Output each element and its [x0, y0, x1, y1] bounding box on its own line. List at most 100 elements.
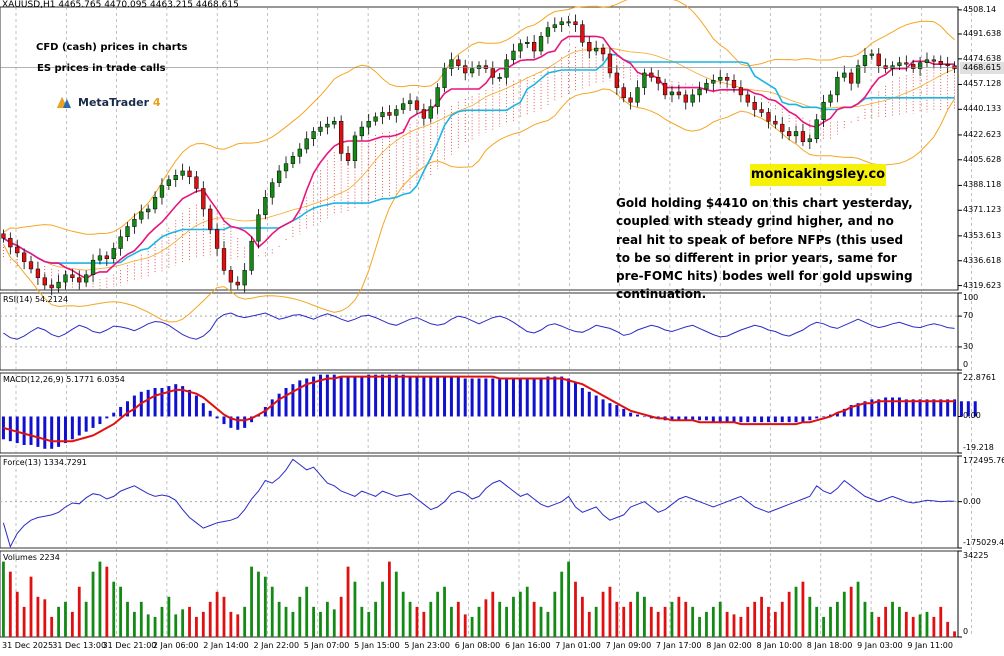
candle-body: [752, 101, 757, 110]
volume-bar: [222, 596, 226, 637]
macd-bar: [794, 416, 798, 423]
candle-body: [724, 77, 730, 81]
chart-header: XAUUSD,H1 4465.765 4470.095 4463.215 446…: [2, 0, 239, 10]
volume-bar: [443, 586, 446, 637]
macd-bar: [704, 416, 708, 421]
candle-body: [242, 270, 247, 286]
price-tick-label: 4336.618: [963, 255, 1002, 265]
macd-bar: [946, 399, 950, 417]
candle-body: [738, 87, 744, 96]
candle-body: [759, 109, 764, 113]
volume-bar: [698, 616, 701, 637]
candle-body: [697, 88, 702, 96]
candle-body: [766, 112, 771, 122]
candle-body: [731, 80, 737, 88]
volume-bar: [188, 606, 191, 637]
time-label: 8 Jan 10:00: [756, 641, 803, 650]
macd-bar: [608, 403, 612, 417]
candle-body: [63, 274, 68, 283]
candle-body: [325, 123, 330, 128]
volume-bar: [257, 571, 260, 637]
volume-bar: [408, 601, 412, 637]
ohlc-close: 4468.615: [195, 0, 239, 10]
candle-body: [270, 182, 275, 198]
macd-bar: [387, 374, 391, 417]
macd-bar: [773, 416, 777, 423]
volume-bar: [629, 601, 633, 637]
candle-body: [180, 170, 185, 176]
volume-bar: [394, 571, 398, 637]
macd-bar: [408, 376, 412, 417]
current-price-tag: 4468.615: [960, 61, 1004, 74]
candle-body: [339, 120, 344, 154]
time-label: 7 Jan 01:00: [555, 641, 601, 650]
macd-bar: [587, 391, 591, 417]
volume-bar: [374, 601, 378, 637]
price-tick-label: 4353.613: [963, 230, 1002, 240]
volume-bar: [64, 601, 67, 637]
macd-bar: [815, 416, 819, 419]
volume-bar: [57, 606, 60, 637]
candle-body: [15, 246, 20, 254]
macd-bar: [849, 405, 853, 417]
volume-bar: [263, 576, 267, 637]
volume-bar: [201, 611, 205, 637]
volume-bar: [932, 616, 936, 637]
macd-bar: [546, 376, 550, 417]
volume-bar: [77, 586, 81, 637]
macd-bar: [718, 416, 722, 423]
candle-body: [35, 268, 41, 278]
rsi-line: [3, 312, 955, 340]
brand-badge[interactable]: monicakingsley.co: [750, 164, 886, 186]
volume-bar: [160, 606, 164, 637]
candle-body: [70, 274, 75, 278]
macd-bar: [491, 378, 495, 417]
volume-bar: [546, 611, 550, 637]
time-label: 8 Jan 18:00: [806, 641, 853, 650]
macd-bar: [601, 399, 605, 417]
macd-bar: [188, 389, 192, 417]
macd-bar: [766, 416, 770, 423]
volume-bar: [808, 596, 812, 637]
price-tick-label: 4474.638: [963, 53, 1002, 63]
macd-bar: [429, 376, 433, 417]
candle-body: [442, 68, 447, 88]
macd-bar: [22, 416, 26, 445]
macd-bar: [925, 399, 929, 417]
macd-bar: [353, 376, 357, 417]
volume-bar: [739, 616, 743, 637]
indicator-tick-label: -175029.48: [963, 538, 1004, 547]
metatrader-logo: MetaTrader 4: [55, 93, 161, 111]
candle-body: [152, 197, 158, 210]
volume-bar: [677, 596, 681, 637]
candle-body: [373, 116, 378, 122]
volume-bar: [608, 586, 612, 637]
volume-bar: [422, 611, 426, 637]
macd-bar: [77, 416, 81, 436]
cfd-note: CFD (cash) prices in charts: [36, 42, 188, 53]
volume-bar: [746, 606, 750, 637]
candle-body: [166, 179, 172, 186]
candle-body: [545, 27, 551, 37]
indicator-tick-label: 22.8761: [963, 373, 997, 382]
volume-bar: [243, 606, 247, 637]
time-label: 31 Dec 2025: [2, 641, 54, 650]
macd-bar: [15, 416, 19, 444]
candle-body: [876, 53, 881, 66]
volume-bar: [463, 614, 467, 637]
volume-bar: [250, 566, 253, 637]
candle-body: [276, 170, 282, 183]
macd-bar: [43, 416, 47, 449]
candle-body: [56, 281, 61, 289]
candle-body: [559, 21, 564, 25]
ohlc-high: 4470.095: [104, 0, 148, 10]
candle-body: [187, 170, 192, 178]
ohlc-low: 4463.215: [150, 0, 193, 10]
volume-bar: [787, 591, 791, 637]
candle-body: [332, 120, 337, 125]
volume-bar: [622, 606, 626, 637]
macd-bar: [691, 416, 695, 421]
macd-bar: [911, 399, 915, 417]
volume-bar: [649, 606, 653, 637]
